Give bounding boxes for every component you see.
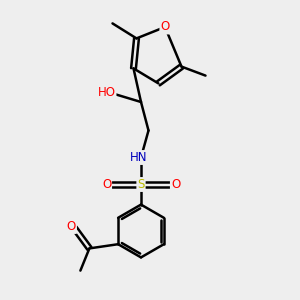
Text: O: O	[102, 178, 111, 191]
Text: HO: HO	[98, 86, 116, 100]
Text: O: O	[171, 178, 180, 191]
Text: O: O	[160, 20, 169, 34]
Text: HN: HN	[130, 151, 147, 164]
Text: O: O	[67, 220, 76, 233]
Text: S: S	[137, 178, 145, 191]
